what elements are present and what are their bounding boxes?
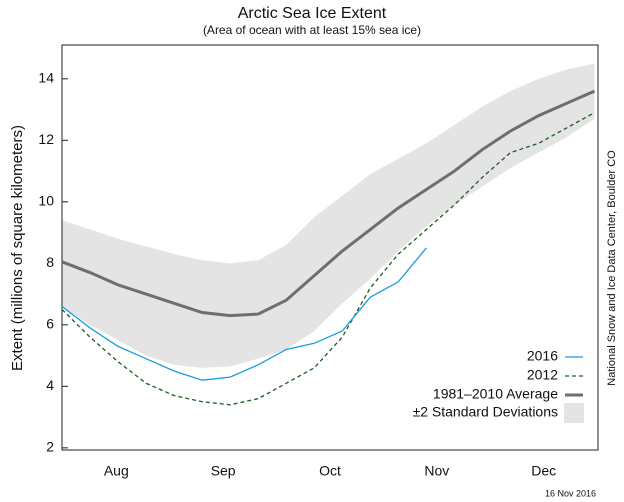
x-tick-label: Dec — [531, 463, 556, 479]
legend-label: ±2 Standard Deviations — [413, 404, 558, 420]
y-tick-label: 14 — [38, 70, 54, 86]
legend-swatch — [564, 403, 584, 423]
x-tick-label: Aug — [104, 463, 129, 479]
chart-title: Arctic Sea Ice Extent — [238, 5, 387, 22]
legend-label: 2016 — [527, 348, 558, 364]
std-band — [62, 63, 595, 368]
y-tick-label: 4 — [46, 377, 54, 393]
series-line — [61, 247, 427, 381]
source-note: National Snow and Ice Data Center, Bould… — [606, 150, 618, 386]
x-tick-label: Oct — [319, 463, 341, 479]
y-tick-label: 6 — [46, 316, 54, 332]
series-line — [61, 89, 596, 318]
chart-subtitle: (Area of ocean with at least 15% sea ice… — [203, 23, 421, 37]
date-note: 16 Nov 2016 — [545, 488, 596, 498]
x-tick-label: Sep — [211, 463, 236, 479]
y-tick-label: 2 — [46, 439, 54, 455]
y-axis-label: Extent (millions of square kilometers) — [9, 125, 26, 371]
x-tick-label: Nov — [424, 463, 449, 479]
y-tick-label: 8 — [46, 254, 54, 270]
y-tick-label: 12 — [38, 131, 54, 147]
legend-label: 2012 — [527, 367, 558, 383]
legend-label: 1981–2010 Average — [433, 386, 558, 402]
plot-frame — [61, 44, 599, 451]
y-tick-label: 10 — [38, 193, 54, 209]
